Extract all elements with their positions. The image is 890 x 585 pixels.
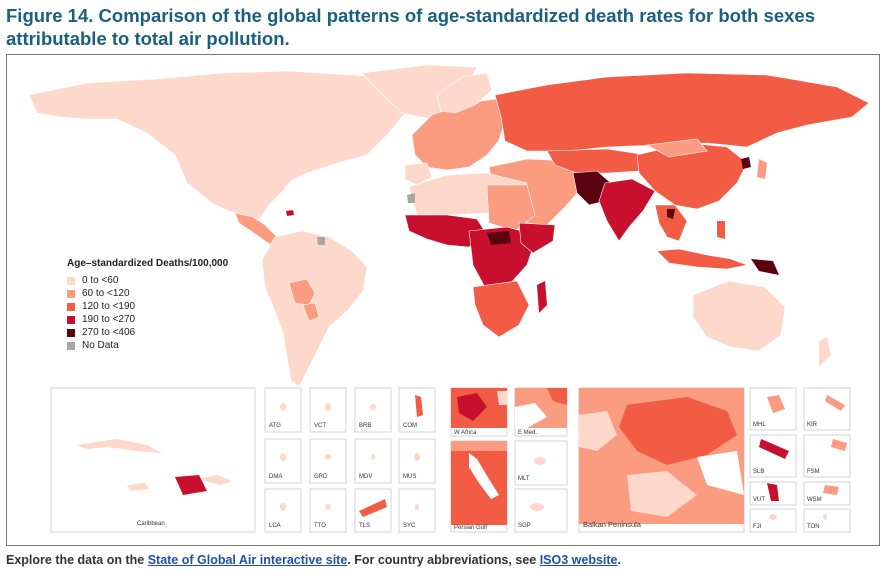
region-north-america (28, 70, 418, 224)
region-haiti-main (286, 210, 294, 216)
inset-slb: SLB (753, 469, 764, 475)
region-scandinavia (436, 72, 493, 114)
footer-middle: . For country abbreviations, see (347, 553, 540, 567)
footer-note: Explore the data on the State of Global … (6, 553, 621, 567)
region-chad-car (487, 231, 511, 245)
legend-item: No Data (67, 339, 228, 352)
region-nw-africa-nodata (407, 193, 415, 203)
region-west-africa (404, 214, 488, 248)
legend-items: 0 to <60 60 to <120 120 to <190 190 to <270… (67, 274, 228, 352)
inset-w-africa: W Africa (454, 430, 477, 436)
footer-prefix: Explore the data on the (6, 553, 148, 567)
inset-brb: BRB (359, 423, 371, 429)
inset-caribbean: Caribbean (50, 387, 256, 533)
legend-label: 270 to <406 (82, 327, 136, 338)
legend-title: Age–standardized Deaths/100,000 (67, 258, 229, 269)
map-frame: Caribbean ATG VCT BRB COM DMA GRD MDV (6, 54, 880, 546)
region-egypt-sudan (486, 184, 536, 232)
legend-swatch (67, 315, 75, 324)
inset-tto: TTO (314, 523, 326, 529)
inset-mhl: MHL (753, 422, 766, 428)
region-iberia (404, 162, 433, 186)
inset-balkan: Balkan Peninsula (578, 387, 745, 533)
inset-regions: W Africa E Med. Persian Gulf MLT SGP (450, 387, 568, 533)
footer-suffix: . (617, 553, 621, 567)
inset-pacific: MHL KIR SLB FSM VUT WSM FJI TON (749, 387, 851, 533)
region-laos (667, 209, 675, 219)
region-guiana-nodata (317, 237, 325, 245)
legend-item: 190 to <270 (67, 313, 228, 326)
legend-swatch (67, 276, 75, 285)
inset-dma: DMA (269, 474, 282, 480)
region-southern-africa (472, 280, 530, 338)
region-russia (494, 72, 870, 152)
inset-vct: VCT (314, 423, 326, 429)
legend-item: 0 to <60 (67, 274, 228, 287)
region-horn-africa (518, 222, 556, 254)
inset-fji: FJI (753, 524, 762, 530)
inset-tls: TLS (359, 523, 370, 529)
region-madagascar (537, 281, 547, 313)
inset-grd: GRD (314, 474, 328, 480)
region-north-korea (741, 157, 751, 169)
region-new-zealand (819, 337, 831, 367)
state-of-global-air-link[interactable]: State of Global Air interactive site (147, 553, 348, 567)
region-central-asia (546, 148, 648, 174)
legend-swatch (67, 341, 75, 350)
region-philippines (717, 221, 725, 239)
region-indonesia (656, 248, 749, 270)
legend-item: 120 to <190 (67, 300, 228, 313)
region-japan (757, 159, 767, 179)
map-legend: Age–standardized Deaths/100,000 0 to <60… (67, 258, 228, 352)
inset-ton: TON (807, 524, 820, 530)
region-central-africa (468, 226, 538, 292)
legend-label: 0 to <60 (82, 275, 119, 286)
inset-fsm: FSM (807, 469, 820, 475)
region-png (751, 259, 779, 275)
legend-label: 120 to <190 (82, 301, 136, 312)
inset-lca: LCA (269, 523, 281, 529)
region-india (598, 178, 656, 242)
inset-syc: SYC (403, 523, 416, 529)
inset-com: COM (403, 423, 417, 429)
legend-label: No Data (82, 340, 119, 351)
region-china (636, 142, 748, 210)
legend-swatch (67, 302, 75, 311)
inset-wsm: WSM (807, 497, 822, 503)
legend-item: 270 to <406 (67, 326, 228, 339)
iso3-website-link[interactable]: ISO3 website (539, 553, 618, 567)
inset-vut: VUT (753, 497, 765, 503)
region-indochina (654, 204, 688, 242)
region-bolivia (288, 278, 316, 306)
legend-swatch (67, 289, 75, 298)
inset-sgp: SGP (518, 523, 531, 529)
inset-balkan-label: Balkan Peninsula (583, 520, 642, 529)
inset-atg: ATG (269, 423, 281, 429)
inset-e-med: E Med. (518, 430, 537, 436)
inset-caribbean-label: Caribbean (137, 521, 165, 527)
inset-mus: MUS (403, 474, 416, 480)
inset-persian-gulf: Persian Gulf (454, 525, 487, 531)
region-paraguay (302, 302, 320, 322)
legend-label: 190 to <270 (82, 314, 136, 325)
inset-mdv: MDV (359, 474, 372, 480)
inset-small-islands: ATG VCT BRB COM DMA GRD MDV MUS (264, 387, 436, 533)
legend-item: 60 to <120 (67, 287, 228, 300)
legend-swatch (67, 328, 75, 337)
world-map: Caribbean ATG VCT BRB COM DMA GRD MDV (28, 64, 870, 533)
legend-label: 60 to <120 (82, 288, 130, 299)
region-mongolia (646, 138, 708, 158)
inset-mlt: MLT (518, 476, 530, 482)
region-australia (692, 280, 786, 352)
figure-title: Figure 14. Comparison of the global patt… (6, 5, 816, 49)
inset-kir: KIR (807, 422, 818, 428)
